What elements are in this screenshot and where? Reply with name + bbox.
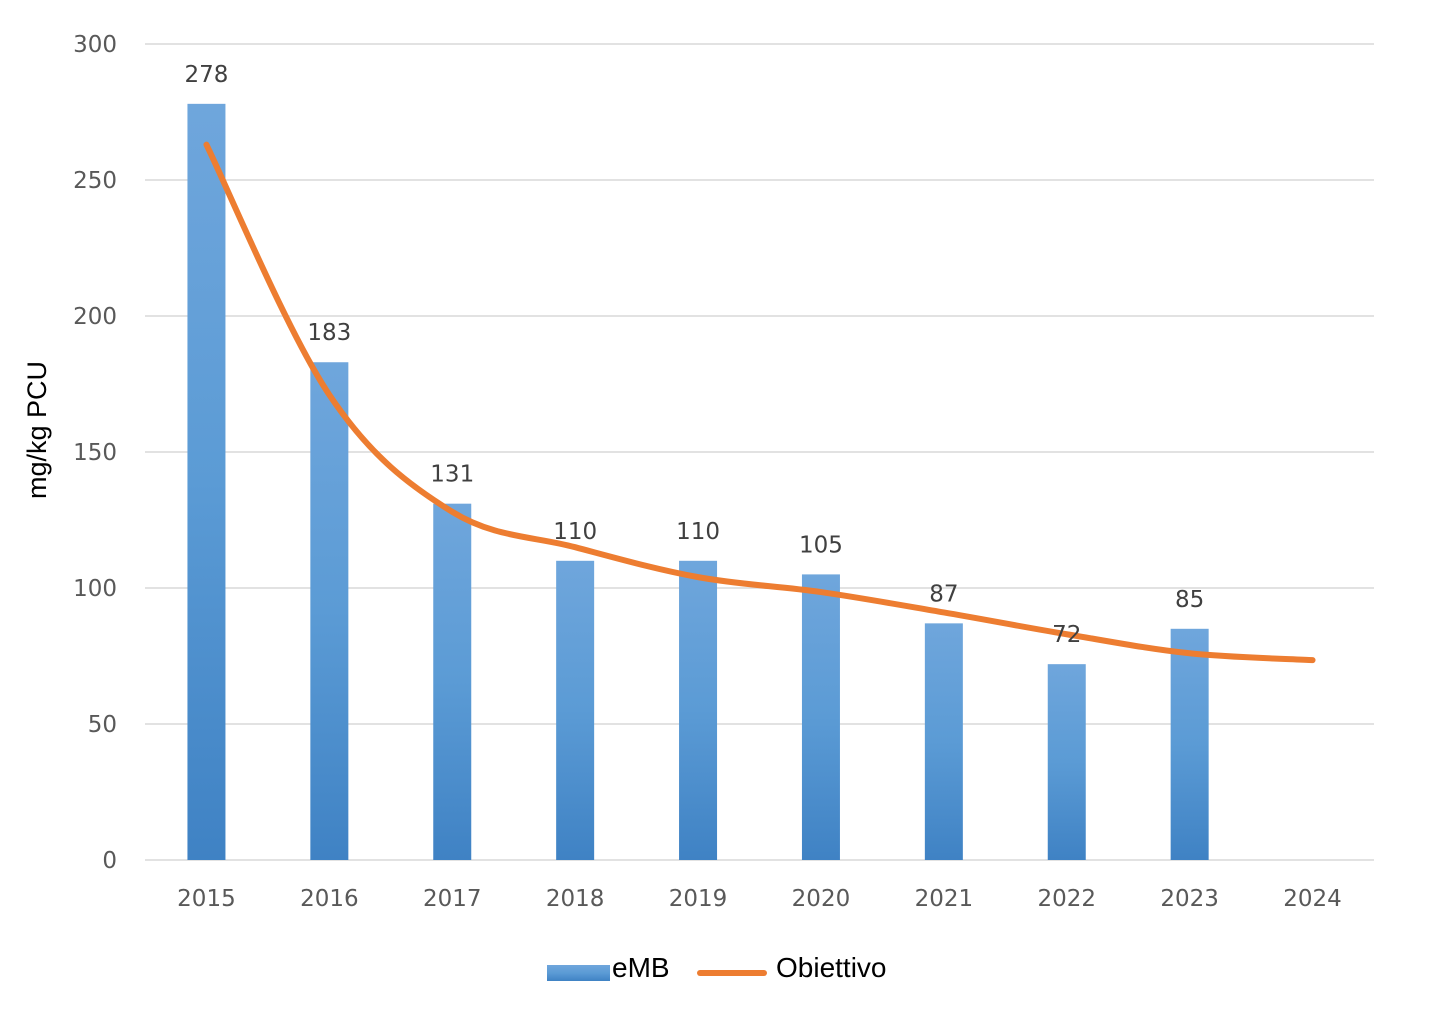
x-axis-ticks: 2015 2016 2017 2018 2019 2020 2021 2022 2023 2024 bbox=[177, 886, 1342, 912]
data-label: 87 bbox=[929, 581, 958, 607]
legend-label-obiettivo: Obiettivo bbox=[776, 952, 887, 983]
x-tick-label: 2020 bbox=[792, 886, 851, 912]
y-tick-label: 150 bbox=[73, 440, 117, 466]
y-axis-ticks: 0 50 100 150 200 250 300 bbox=[73, 32, 117, 874]
data-label: 183 bbox=[307, 320, 351, 346]
data-label: 131 bbox=[430, 462, 474, 488]
x-tick-label: 2016 bbox=[300, 886, 359, 912]
y-tick-label: 50 bbox=[88, 712, 117, 738]
data-labels: 278 183 131 110 110 105 87 72 85 bbox=[184, 62, 1204, 648]
data-label: 110 bbox=[676, 519, 720, 545]
bar-series-emb bbox=[187, 103, 1209, 861]
x-tick-label: 2023 bbox=[1160, 886, 1219, 912]
data-label: 72 bbox=[1052, 622, 1081, 648]
data-label: 85 bbox=[1175, 587, 1204, 613]
bar bbox=[433, 503, 472, 860]
x-tick-label: 2021 bbox=[915, 886, 974, 912]
legend: eMB Obiettivo bbox=[547, 952, 887, 983]
bar bbox=[1170, 628, 1209, 860]
x-tick-label: 2019 bbox=[669, 886, 728, 912]
bar bbox=[310, 362, 349, 860]
x-tick-label: 2022 bbox=[1037, 886, 1096, 912]
x-tick-label: 2015 bbox=[177, 886, 236, 912]
x-tick-label: 2024 bbox=[1283, 886, 1342, 912]
bar bbox=[679, 560, 718, 860]
x-tick-label: 2018 bbox=[546, 886, 605, 912]
data-label: 278 bbox=[184, 62, 228, 88]
data-label: 105 bbox=[799, 532, 843, 558]
bar bbox=[187, 103, 226, 861]
legend-swatch-emb bbox=[547, 965, 610, 981]
x-tick-label: 2017 bbox=[423, 886, 482, 912]
line-path bbox=[203, 141, 1316, 664]
legend-label-emb: eMB bbox=[612, 952, 670, 983]
line-series-obiettivo bbox=[203, 141, 1316, 664]
y-tick-label: 200 bbox=[73, 304, 117, 330]
y-tick-label: 0 bbox=[102, 848, 117, 874]
y-tick-label: 250 bbox=[73, 168, 117, 194]
y-tick-label: 100 bbox=[73, 576, 117, 602]
bar bbox=[801, 574, 840, 860]
bar bbox=[1047, 664, 1086, 860]
bar bbox=[556, 560, 595, 860]
y-tick-label: 300 bbox=[73, 32, 117, 58]
data-label: 110 bbox=[553, 519, 597, 545]
bar bbox=[924, 623, 963, 860]
y-axis-label: mg/kg PCU bbox=[22, 361, 52, 499]
